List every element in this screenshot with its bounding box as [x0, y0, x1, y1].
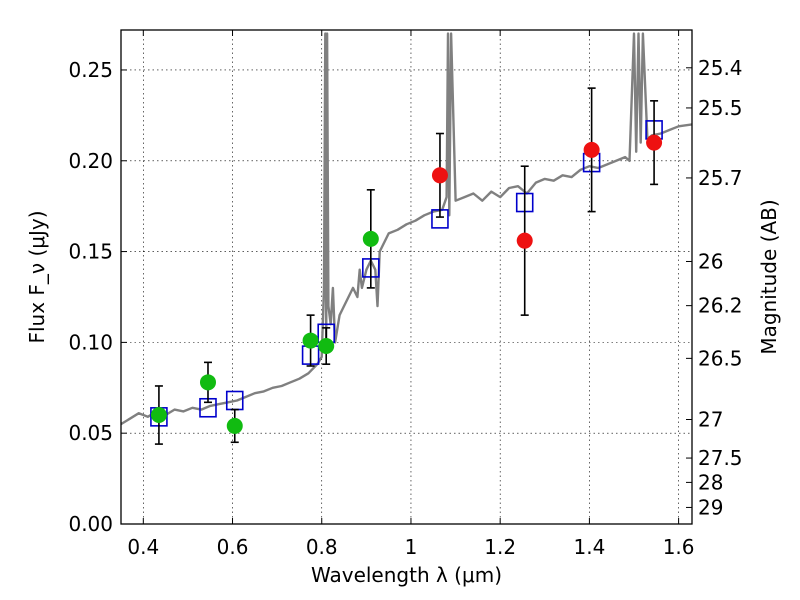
observed-optical-point — [150, 407, 167, 424]
spectrum-layer — [121, 32, 692, 426]
y-tick-label: 0.20 — [68, 149, 113, 173]
y-axis-label: Flux F_ν (μJy) — [25, 210, 49, 343]
mag-tick-label: 25.7 — [698, 166, 743, 190]
ticks: 0.4 0.6 0.8 1 1.2 1.4 1.6 0.00 0.05 0.10 0.15 0.20 0… — [68, 30, 743, 559]
x-tick-label: 0.4 — [127, 535, 159, 559]
observed-optical-point — [318, 338, 335, 355]
y-tick-label: 0.10 — [68, 330, 113, 354]
observed-infrared-point — [583, 141, 600, 158]
observed-optical-point — [302, 332, 319, 349]
mag-tick-label: 26.2 — [698, 294, 743, 318]
y-tick-label: 0.25 — [68, 58, 113, 82]
mag-tick-label: 27.5 — [698, 446, 743, 470]
x-tick-label: 0.6 — [217, 535, 249, 559]
x-tick-label: 1.6 — [663, 535, 695, 559]
grid — [121, 30, 692, 524]
observed-infrared-point — [516, 232, 533, 249]
observed-infrared-point — [431, 167, 448, 184]
model-spectrum-line — [121, 32, 692, 426]
mag-tick-label: 25.4 — [698, 56, 743, 80]
y-tick-label: 0.15 — [68, 240, 113, 264]
marker-layer — [150, 87, 663, 445]
mag-tick-label: 26 — [698, 249, 723, 273]
observed-infrared-point — [646, 134, 663, 151]
mag-tick-label: 29 — [698, 495, 723, 519]
plot-frame — [120, 29, 693, 525]
mag-tick-label: 25.5 — [698, 96, 743, 120]
y-tick-label: 0.05 — [68, 421, 113, 445]
mag-tick-label: 26.5 — [698, 346, 743, 370]
x-tick-label: 1 — [405, 535, 418, 559]
x-tick-label: 1.4 — [573, 535, 605, 559]
observed-optical-point — [362, 230, 379, 247]
x-tick-label: 1.2 — [484, 535, 516, 559]
right-axis-label: Magnitude (AB) — [757, 199, 781, 354]
x-axis-label: Wavelength λ (μm) — [311, 563, 502, 587]
y-tick-label: 0.00 — [68, 512, 113, 536]
mag-tick-label: 28 — [698, 470, 723, 494]
observed-optical-point — [226, 417, 243, 434]
mag-tick-label: 27 — [698, 407, 723, 431]
observed-optical-point — [199, 374, 216, 391]
x-tick-label: 0.8 — [306, 535, 338, 559]
